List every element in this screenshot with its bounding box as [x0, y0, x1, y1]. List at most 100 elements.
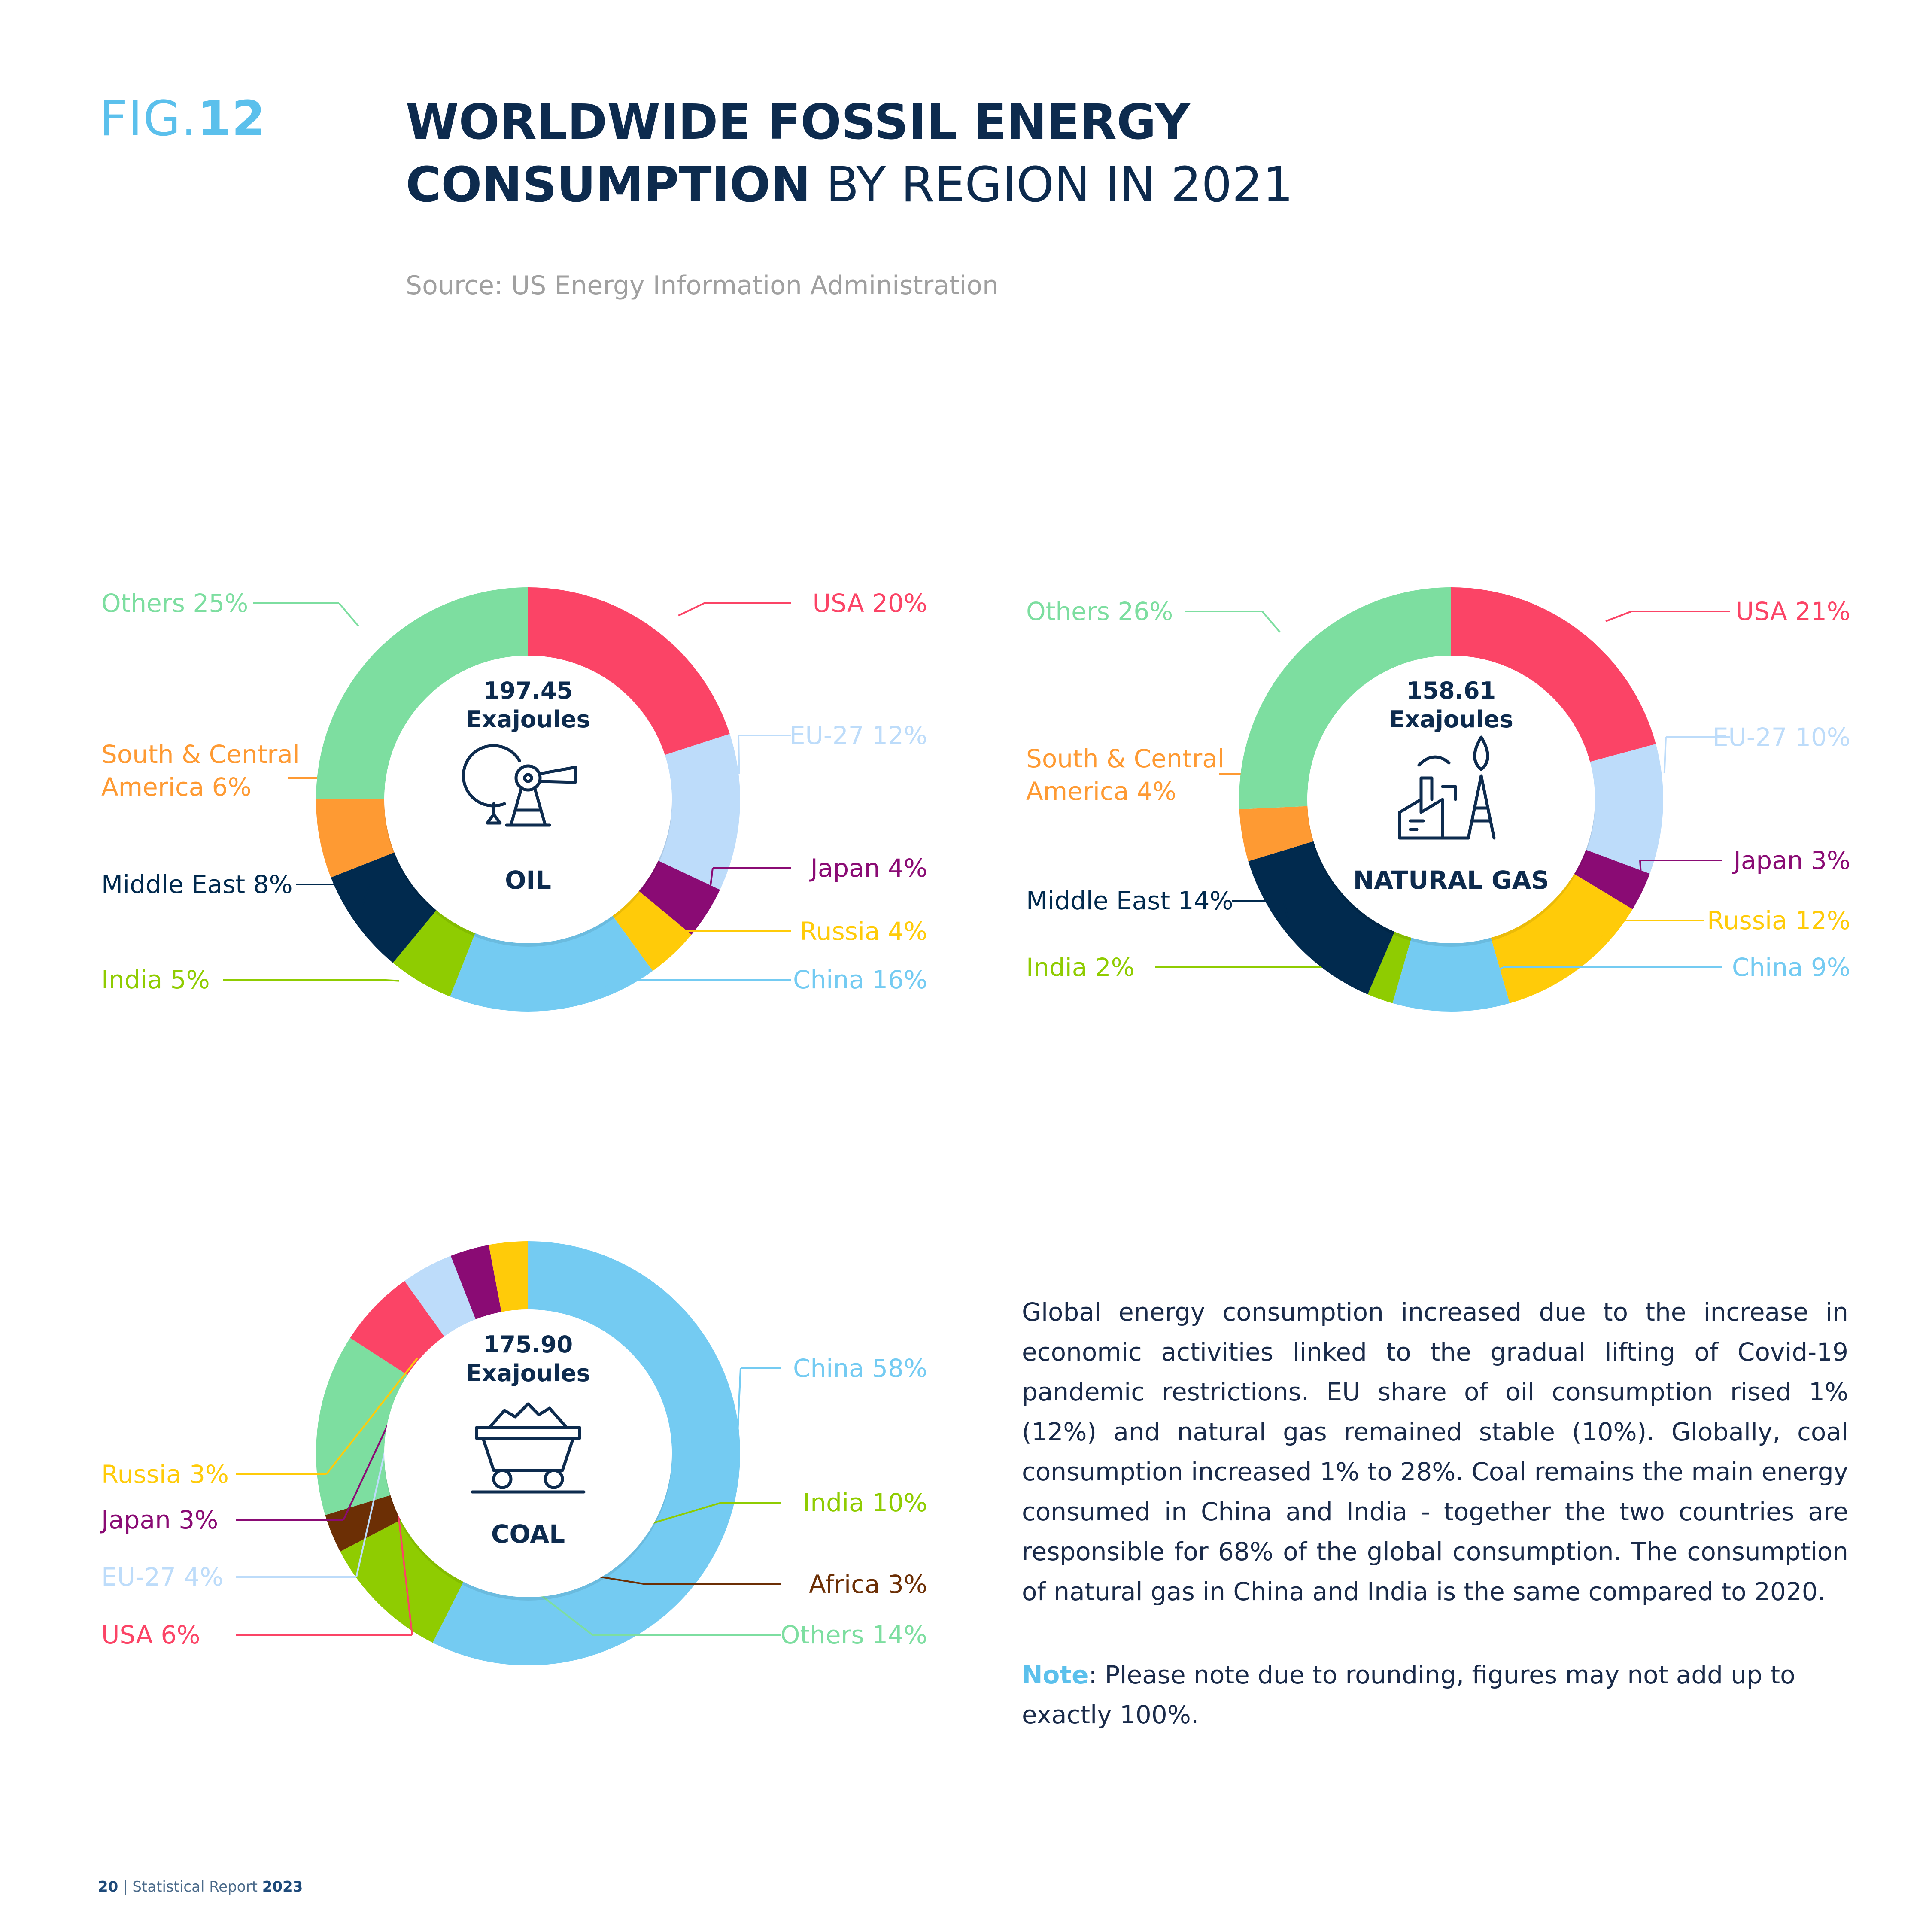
data-label-japan: Japan 3% [100, 1505, 218, 1534]
data-label-eu-27: EU-27 4% [101, 1562, 223, 1592]
data-label-russia: Russia 12% [1707, 906, 1850, 935]
data-label-india: India 2% [1026, 953, 1135, 982]
slice-china [432, 1241, 741, 1665]
leader-line-middle-east [1232, 900, 1290, 921]
figure-number: FIG.12 [100, 91, 266, 147]
donut-chart-coal: China 58% India 10% Africa 3% Others 14% USA… [100, 1241, 927, 1665]
slice-russia [1491, 874, 1633, 1003]
slice-russia [489, 1241, 528, 1312]
leader-line-russia [677, 930, 791, 943]
center-label: NATURAL GAS [1353, 866, 1549, 895]
note-paragraph: Note: Please note due to rounding, figur… [1022, 1655, 1848, 1735]
slice-india [1367, 931, 1412, 1003]
figure-prefix: FIG. [100, 91, 197, 147]
slice-others [316, 1338, 407, 1515]
data-label-middle-east: Middle East 8% [101, 870, 293, 899]
leader-line-usa [1605, 611, 1730, 622]
center-disc [1307, 656, 1595, 943]
leader-line-russia [236, 1358, 418, 1475]
leader-line-eu-27 [738, 735, 791, 775]
total-value: 197.45 [483, 677, 573, 704]
slice-usa [1451, 587, 1656, 762]
data-label-eu-27: EU-27 12% [790, 721, 927, 750]
center-disc [384, 1309, 672, 1597]
leader-line-china [736, 1367, 781, 1436]
leader-line-china [1476, 966, 1722, 990]
figure-number-value: 12 [197, 91, 266, 147]
data-label-japan: Japan 4% [809, 854, 927, 883]
slice-japan [450, 1245, 501, 1320]
leader-line-japan [709, 867, 791, 891]
slice-china [450, 916, 653, 1012]
footer-year: 2023 [262, 1878, 303, 1896]
leader-line-china [588, 979, 791, 996]
slice-south-central-america [1239, 806, 1314, 861]
slice-russia [612, 891, 692, 971]
slice-japan [639, 860, 720, 935]
data-label-china: China 9% [1732, 953, 1850, 982]
source-text: Source: US Energy Information Administra… [406, 270, 999, 301]
title-line1: WORLDWIDE FOSSIL ENERGY [406, 94, 1190, 150]
center-label: COAL [491, 1519, 565, 1549]
slice-eu-27 [1586, 744, 1663, 874]
page-footer: 20 | Statistical Report 2023 [98, 1878, 303, 1896]
title-line2-light: BY REGION IN 2021 [811, 157, 1294, 213]
data-label-usa: USA 6% [101, 1620, 200, 1649]
total-unit: Exajoules [1389, 706, 1513, 733]
slice-middle-east [1248, 841, 1395, 995]
data-label-others: Others 26% [1026, 597, 1173, 626]
leader-line-usa [678, 602, 791, 617]
data-label-russia: Russia 4% [800, 917, 927, 946]
total-unit: Exajoules [466, 706, 590, 733]
leader-line-others [1185, 611, 1281, 633]
footer-page-number: 20 [98, 1878, 118, 1896]
footer-separator: | [118, 1878, 133, 1896]
slice-japan [1574, 850, 1650, 909]
data-label-usa: USA 21% [1736, 597, 1850, 626]
donut-chart-natural-gas: USA 21% EU-27 10% Japan 3% Russia 12% China … [1026, 587, 1850, 1012]
data-label-south-central-america: South & Central America 4% [1026, 744, 1224, 806]
slice-africa [325, 1495, 401, 1552]
data-label-india: India 5% [101, 965, 210, 994]
note-text: : Please note due to rounding, figures m… [1022, 1660, 1795, 1729]
slice-china [1392, 937, 1510, 1012]
slice-usa [350, 1281, 444, 1375]
center-label: OIL [505, 866, 551, 895]
gas-factory-icon [1398, 735, 1496, 840]
data-label-russia: Russia 3% [101, 1460, 229, 1489]
page-title: WORLDWIDE FOSSIL ENERGY CONSUMPTION BY R… [406, 91, 1393, 216]
leader-line-middle-east [296, 884, 370, 905]
oil-pump-icon [462, 744, 577, 827]
data-label-usa: USA 20% [813, 589, 927, 618]
data-label-japan: Japan 3% [1732, 846, 1850, 875]
total-unit: Exajoules [466, 1360, 590, 1387]
leader-line-japan [1639, 860, 1722, 876]
slice-eu-27 [658, 734, 740, 890]
leader-line-eu-27 [1663, 736, 1730, 774]
coal-cart-icon [471, 1402, 586, 1494]
slice-others [316, 587, 528, 799]
data-label-china: China 16% [793, 965, 927, 994]
data-label-eu-27: EU-27 10% [1713, 723, 1850, 752]
total-value: 175.90 [483, 1331, 573, 1358]
slice-middle-east [331, 852, 437, 963]
data-label-south-central-america: South & Central America 6% [101, 740, 300, 802]
data-label-others: Others 25% [101, 589, 248, 618]
data-label-africa: Africa 3% [809, 1570, 927, 1599]
leader-line-russia [1596, 920, 1704, 945]
data-label-middle-east: Middle East 14% [1026, 886, 1233, 915]
data-label-china: China 58% [793, 1354, 927, 1383]
leader-line-india [223, 979, 399, 982]
description-paragraph: Global energy consumption increased due … [1022, 1297, 1848, 1606]
slice-india [340, 1520, 464, 1643]
leader-line-others [253, 602, 359, 627]
total-value: 158.61 [1406, 677, 1496, 704]
note-label: Note [1022, 1660, 1089, 1689]
data-label-india: India 10% [803, 1488, 927, 1517]
center-disc [384, 656, 672, 943]
slice-eu-27 [404, 1256, 476, 1337]
slice-india [393, 910, 475, 997]
data-label-others: Others 14% [781, 1620, 927, 1649]
